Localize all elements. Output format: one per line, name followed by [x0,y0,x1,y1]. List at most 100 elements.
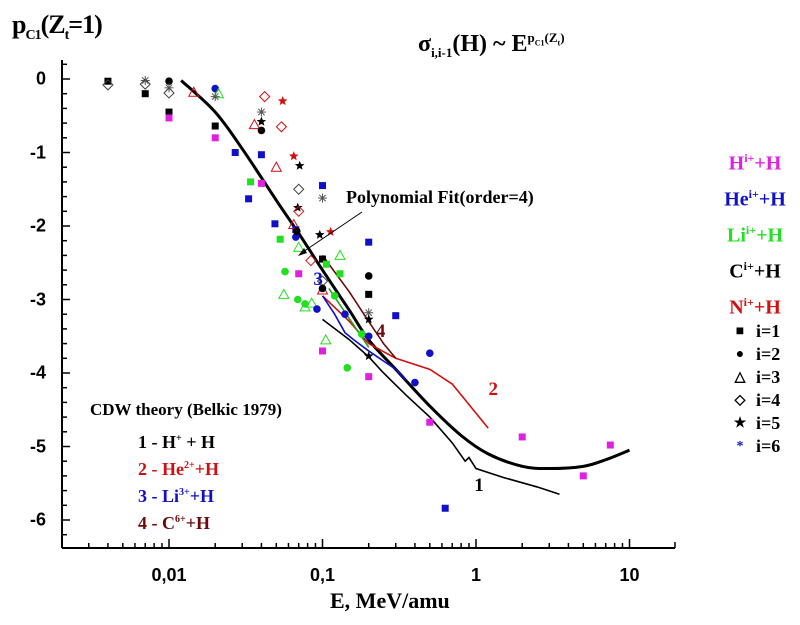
cdw-curve-label-3: 3 [313,269,323,291]
point-he-i1-square [271,220,279,228]
point-he-i2-circle [425,349,434,357]
asterisk-stroke [318,194,327,202]
asterisk-stroke [365,309,373,317]
asterisk-stroke [141,76,149,85]
ion-legend-item-he: Hei++H [724,187,786,211]
marker-triangle-icon: △ [734,370,746,385]
point-n-i3-triangle [187,86,200,97]
point-li-i2-circle [281,267,289,276]
point-n-i3-triangle [287,218,300,230]
point-c-i5-star [315,229,325,239]
y-tick-label: -5 [29,436,46,456]
point-c-i2-circle [364,272,373,280]
point-c-i2-circle [257,126,266,135]
point-he-i2-circle [211,84,220,93]
point-he-i1-square [441,504,449,512]
cdw-curve-label-4: 4 [375,320,386,342]
point-he-i2-circle [313,305,321,313]
point-he-i1-square [392,312,400,320]
point-li-i2-circle [343,364,352,372]
fit-arrow-head [298,248,307,256]
point-n-i4-diamond [258,90,271,103]
point-c-i5-star [363,351,374,361]
marker-diamond-icon: ◇ [734,393,746,408]
cdw-legend-item-3: 3 - Li3++H [138,486,214,506]
x-axis-label: E, MeV/amu [330,588,450,613]
point-n-i4-diamond [275,121,288,133]
point-li-i1-square [276,235,284,243]
point-h-i1-square [426,418,434,426]
cdw-curve-3 [321,295,407,381]
charge-state-legend: ■ i=1 ● i=2 △ i=3 ◇ i=4 ★ i=5 * i=6 [730,320,781,458]
point-n-i4-diamond [293,205,305,218]
charge-legend-item-i4: ◇ i=4 [730,389,781,412]
ion-legend-item-li: Lii++H [726,223,784,247]
asterisk-stroke [257,108,265,116]
point-li-i3-triangle [277,288,290,299]
point-he-i1-square [319,182,326,190]
annotation-layer [298,211,363,256]
cdw-curve-label-1: 1 [474,474,484,496]
point-h-i1-square [579,472,587,480]
point-n-i5-star [289,151,299,161]
x-tick-label: 1 [470,565,482,585]
point-li-i3-triangle [305,297,318,308]
charge-legend-item-i6: * i=6 [730,435,781,458]
y-tick-label: -4 [29,362,46,383]
point-c-i2-circle [292,227,301,235]
cdw-curve-label-2: 2 [488,379,498,401]
point-c-i1-square [141,90,149,98]
point-n-i5-star [277,96,288,106]
point-li-i1-square [322,260,330,268]
point-li-i2-circle [357,330,366,338]
x-tick-label: 0,1 [309,565,336,585]
cdw-curve-4 [321,254,397,359]
marker-star-icon: ★ [733,416,747,431]
point-li-i3-triangle [319,333,332,345]
point-he-i2-circle [364,332,373,341]
cdw-legend-item-1: 1 - H+ + H [138,432,215,452]
point-li-i3-triangle [334,249,346,260]
point-c-i6-asterisk [256,107,266,117]
point-li-i1-square [247,178,255,186]
data-points-layer [102,75,614,512]
point-he-i1-square [365,238,373,246]
point-h-i1-square [365,373,373,381]
point-c-i1-square [165,108,173,116]
x-tick-label: 0,01 [151,565,187,585]
point-c-i5-star [363,314,374,324]
point-c-i1-square [319,255,326,263]
marker-asterisk-icon: * [736,439,744,454]
point-h-i1-square [319,347,326,355]
ion-legend-item-n: Ni++H [729,295,781,319]
y-tick-label: 0 [35,68,46,89]
point-h-i1-square [165,114,173,122]
y-tick-label: -2 [29,215,46,236]
point-he-i2-circle [292,233,300,241]
point-c-i4-diamond [163,87,175,99]
point-li-i3-triangle [212,87,225,99]
marker-square-icon: ■ [735,324,745,339]
point-c-i4-diamond [102,79,114,91]
point-c-i6-asterisk [364,308,374,318]
cdw-curves-layer [321,254,560,496]
point-c-i2-circle [165,77,173,86]
chart-title-formula: σi,i-1(H) ~ EpC1(Zt) [418,30,565,60]
point-n-i5-star [325,226,336,236]
charge-legend-item-i2: ● i=2 [730,343,781,366]
point-li-i2-circle [293,295,302,304]
y-tick-label: -1 [29,142,46,162]
y-tick-label: -6 [29,509,46,530]
x-tick-label: 10 [619,565,640,585]
point-c-i5-star [256,116,267,126]
point-li-i2-circle [330,292,339,300]
point-he-i1-square [245,195,253,203]
point-c-i6-asterisk [140,75,150,85]
point-h-i1-square [211,134,219,142]
point-c-i5-star [294,160,305,170]
point-he-i2-circle [411,378,419,387]
fit-arrow-line [299,211,363,255]
point-h-i1-square [606,441,614,449]
point-c-i2-circle [318,284,327,293]
